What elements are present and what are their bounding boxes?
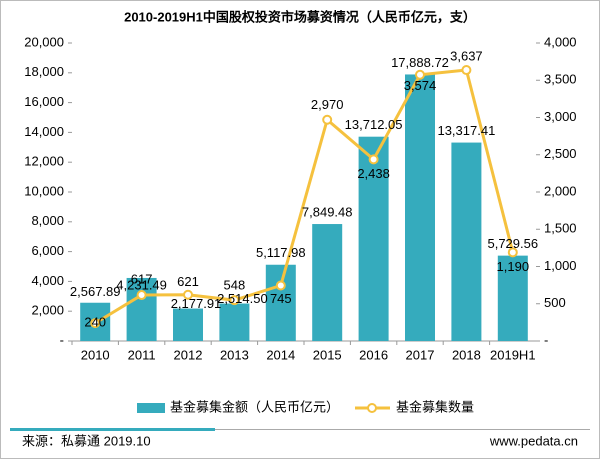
x-tick-label: 2019H1 [490, 347, 536, 362]
line-marker [507, 247, 518, 258]
x-tick-label: 2018 [452, 347, 481, 362]
y2-tick-label: 1,500 [544, 221, 577, 236]
x-tick-label: 2014 [266, 347, 295, 362]
y-tick-label: 4,000 [31, 273, 64, 288]
line-marker [461, 65, 472, 76]
y-tick-label: 10,000 [24, 183, 64, 198]
footer-accent [10, 428, 215, 431]
x-tick-label: 2010 [81, 347, 110, 362]
bar [451, 142, 482, 341]
bar [126, 277, 157, 341]
legend-marker [367, 403, 377, 413]
x-tick-label: 2016 [359, 347, 388, 362]
line-value-label: 2,970 [311, 97, 344, 112]
bar [312, 224, 343, 341]
line-value-label: 240 [84, 315, 106, 330]
line-value-label: 1,190 [497, 259, 530, 274]
line-value-label: 3,637 [450, 48, 483, 63]
y-tick-label: 16,000 [24, 94, 64, 109]
line-value-label: 3,574 [404, 78, 437, 93]
bar-value-label: 2,177.91 [171, 296, 222, 311]
bar-value-label: 13,712.05 [345, 117, 403, 132]
y2-tick-label: 2,000 [544, 183, 577, 198]
x-tick-label: 2011 [128, 347, 156, 362]
y-tick-label: 18,000 [24, 64, 64, 79]
bar [173, 308, 203, 341]
y2-tick-label: 3,500 [544, 72, 577, 87]
line-marker [90, 318, 101, 329]
y2-tick-label: 4,000 [544, 34, 577, 49]
y2-tick-label: 2,500 [544, 146, 577, 161]
line-marker [183, 289, 193, 300]
y-tick-label: 20,000 [24, 34, 64, 49]
chart-title: 2010-2019H1中国股权投资市场募资情况（人民币亿元，支） [124, 9, 476, 24]
legend-swatch [137, 403, 165, 413]
bar-value-label: 2,567.89 [70, 284, 121, 299]
source: 来源：私募通 2019.10 [22, 433, 151, 448]
bar-value-label: 2,514.50 [217, 291, 268, 306]
line [94, 68, 515, 325]
bar [497, 255, 528, 341]
line-marker [415, 69, 425, 80]
line-value-label: 548 [224, 278, 246, 293]
line-value-label: 621 [177, 274, 199, 289]
y2-tick-label: 3,000 [544, 109, 577, 124]
line-marker [368, 154, 379, 165]
line-value-label: 2,438 [357, 166, 390, 181]
bar [219, 303, 250, 341]
line-marker [322, 114, 333, 125]
bar [405, 74, 435, 341]
line-marker [275, 280, 286, 291]
line-value-label: 745 [270, 291, 292, 306]
bar-value-label: 4,231.49 [116, 277, 167, 292]
x-tick-label: 2012 [174, 347, 203, 362]
bar [358, 136, 389, 341]
y-tick-label: 12,000 [24, 154, 64, 169]
x-tick-label: 2017 [406, 347, 435, 362]
x-tick-label: 2015 [313, 347, 342, 362]
legend-label: 基金募集金额（人民币亿元） [170, 399, 339, 414]
bar-value-label: 5,729.56 [487, 236, 538, 251]
y-tick-label: - [60, 332, 64, 347]
bar [265, 264, 296, 341]
y-tick-label: 2,000 [31, 303, 64, 318]
y2-tick-label: 1,000 [544, 258, 577, 273]
line-marker [229, 295, 240, 306]
line-marker [136, 290, 147, 301]
bar-value-label: 13,317.41 [437, 123, 495, 138]
x-tick-label: 2013 [220, 347, 249, 362]
bar-value-label: 17,888.72 [391, 55, 449, 70]
website: www.pedata.cn [489, 433, 578, 448]
footer-rule [215, 429, 590, 430]
legend-label: 基金募集数量 [396, 399, 474, 414]
y2-tick-label: 500 [544, 295, 566, 310]
line-value-label: 617 [131, 271, 153, 286]
bar-value-label: 5,117.98 [256, 245, 306, 260]
y-tick-label: 8,000 [31, 213, 64, 228]
bar-value-label: 7,849.48 [302, 204, 353, 219]
y-tick-label: 14,000 [24, 124, 64, 139]
y-tick-label: 6,000 [31, 243, 64, 258]
y2-tick-label: - [544, 332, 548, 347]
